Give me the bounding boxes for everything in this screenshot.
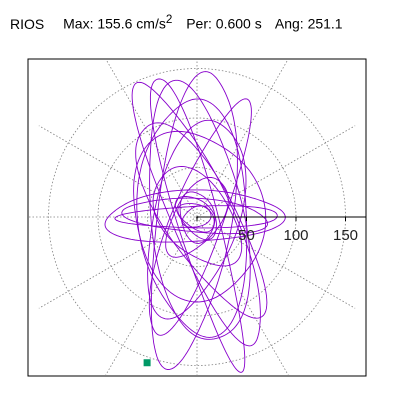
orbit-loop-11 xyxy=(114,205,278,229)
period-value: 0.600 s xyxy=(215,15,262,32)
orbit-loop-3 xyxy=(149,79,251,340)
max-label: Max: xyxy=(63,15,94,32)
station-name: RIOS xyxy=(10,15,45,32)
max-value: 155.6 cm/s xyxy=(97,15,166,32)
radial-axis: 50 100 150 xyxy=(196,216,366,244)
grid-spoke-210 xyxy=(38,216,198,309)
period-label: Per: xyxy=(186,15,212,32)
grid-spoke-60 xyxy=(196,60,289,218)
grid-spoke-300 xyxy=(196,216,289,375)
peak-marker-layer xyxy=(143,359,151,367)
peak-marker xyxy=(143,359,151,367)
orbit-loop-7 xyxy=(147,119,247,320)
orbit-trace xyxy=(104,71,286,373)
orbit-loop-13 xyxy=(165,176,229,258)
orbit-loop-9 xyxy=(104,189,286,243)
grid-spoke-150 xyxy=(38,125,198,218)
grid-spoke-330 xyxy=(196,216,356,309)
orbit-loop-12 xyxy=(152,166,243,267)
radial-tick-label: 150 xyxy=(333,227,358,244)
angle-label: Ang: xyxy=(274,15,304,32)
max-unit-exponent: 2 xyxy=(165,13,173,26)
orbit-loop-5 xyxy=(136,98,248,338)
orbit-loop-4 xyxy=(148,98,252,336)
orbit-loop-8 xyxy=(133,130,267,303)
orbit-loop-17 xyxy=(181,205,212,228)
orbit-loop-16 xyxy=(174,196,217,241)
orbit-loop-6 xyxy=(135,122,268,319)
orbit-loop-0 xyxy=(149,78,246,373)
radial-tick-label: 50 xyxy=(238,227,255,244)
chart-header: RIOS Max: 155.6 cm/s2 Per: 0.600 s Ang: … xyxy=(10,13,343,32)
orbit-loop-1 xyxy=(150,71,238,370)
orbit-loop-10 xyxy=(121,197,269,235)
radial-tick-label: 100 xyxy=(283,227,308,244)
grid-spoke-30 xyxy=(196,125,356,218)
angle-value: 251.1 xyxy=(307,15,343,32)
